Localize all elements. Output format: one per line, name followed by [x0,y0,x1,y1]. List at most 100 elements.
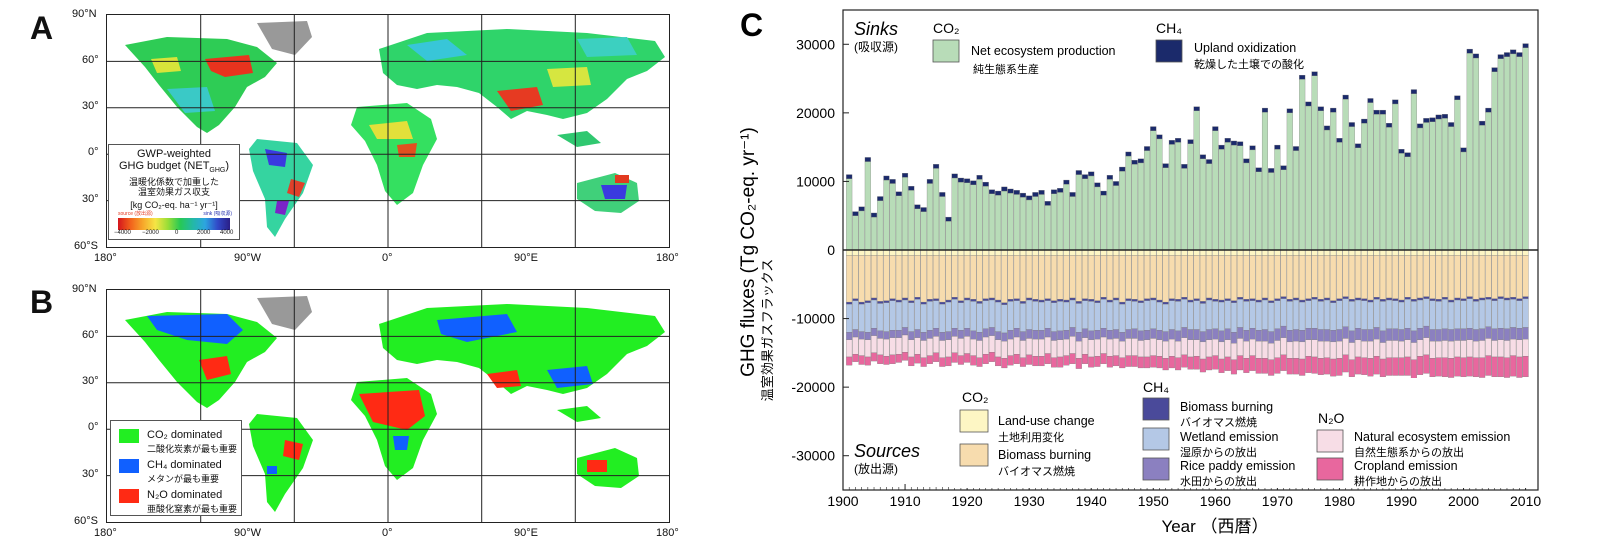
bar-1944-s7 [1113,338,1120,356]
bar-1974-s2 [1299,249,1306,256]
bar-2002-s0 [1472,57,1479,251]
bar-1910-s5 [902,299,909,328]
bar-1983-s1 [1355,143,1362,148]
bar-1912-s6 [914,329,921,338]
bar-1949-s6 [1144,330,1151,340]
bar-1998-s1 [1448,122,1455,127]
bar-1935-s0 [1057,192,1064,251]
legend-c-swatch-bb-ch4 [1142,397,1170,421]
bar-1943-s8 [1106,356,1113,368]
bar-1964-s8 [1237,355,1244,371]
map-a-se-asia [557,131,601,147]
bar-1949-s5 [1144,300,1151,331]
bar-1999-s7 [1454,340,1461,358]
bar-1940-s7 [1088,339,1095,358]
bar-1972-s7 [1286,341,1293,359]
bar-2000-s8 [1460,357,1467,378]
bar-1991-s5 [1404,299,1411,329]
bar-1905-s3 [871,255,878,299]
bar-1944-s1 [1113,181,1120,186]
bar-1982-s0 [1348,126,1355,251]
bar-1983-s8 [1355,356,1362,375]
bar-1933-s8 [1044,353,1051,364]
bar-1926-s5 [1001,304,1008,334]
bar-1979-s3 [1330,255,1337,301]
bar-1936-s4 [1063,299,1070,303]
legend-c-co2-head-bottom: CO₂ [962,389,988,405]
chart-c-ytick-label: 20000 [796,105,835,121]
bar-1929-s0 [1019,197,1026,251]
bar-1999-s6 [1454,328,1461,341]
bar-1976-s4 [1311,297,1318,300]
legend-b-label-ch4: CH₄ dominated [147,459,222,471]
bar-1937-s4 [1069,297,1076,301]
chart-c-sinks-label: Sinks [854,19,898,39]
bar-1960-s1 [1212,126,1219,131]
bar-1930-s3 [1026,255,1033,299]
bar-1958-s7 [1199,341,1206,360]
bar-1955-s3 [1181,255,1188,298]
bar-1905-s6 [871,328,878,336]
chart-c-ytick-label: 0 [827,242,835,258]
bar-1964-s0 [1237,145,1244,251]
bar-1912-s2 [914,249,921,256]
bar-1979-s7 [1330,341,1337,360]
map-b-lon-180e: 180° [656,527,679,539]
bar-1979-s5 [1330,302,1337,331]
bar-2006-s0 [1497,58,1504,251]
bar-1964-s6 [1237,327,1244,339]
bar-2000-s0 [1460,151,1467,251]
map-b-lat-0: 0° [88,421,99,433]
bar-1986-s4 [1373,297,1380,300]
bar-1999-s4 [1454,297,1461,301]
bar-1918-s3 [951,255,958,298]
bar-1938-s8 [1075,358,1082,369]
bar-1926-s4 [1001,302,1008,306]
bar-1955-s5 [1181,299,1188,328]
bar-1951-s8 [1156,356,1163,369]
bar-1966-s0 [1249,149,1256,251]
map-b-lat-90n: 90°N [72,283,97,295]
bar-1911-s4 [908,300,915,303]
chart-c-xtick-label: 1980 [1324,493,1355,509]
bar-1929-s4 [1019,301,1026,304]
bar-1971-s8 [1280,354,1287,371]
bar-1935-s6 [1057,330,1064,340]
bar-1965-s1 [1243,158,1250,164]
bar-2004-s5 [1485,299,1492,327]
bar-1975-s4 [1305,298,1312,301]
bar-2004-s8 [1485,355,1492,376]
bar-1911-s0 [908,190,915,251]
bar-1964-s5 [1237,299,1244,328]
bar-2007-s1 [1503,52,1510,57]
bar-1947-s3 [1131,255,1138,300]
bar-2010-s5 [1522,298,1529,328]
bar-1930-s0 [1026,199,1033,251]
bar-1934-s1 [1050,189,1057,194]
bar-1909-s1 [895,191,902,196]
bar-1924-s4 [988,297,995,301]
bar-1945-s4 [1119,301,1126,305]
bar-1973-s2 [1292,249,1300,256]
bar-1902-s6 [852,329,859,338]
bar-1958-s5 [1199,303,1206,332]
legend-c-swatch-cropland [1316,457,1344,481]
legend-a-tick-1: −2000 [142,230,159,237]
bar-1942-s3 [1100,255,1107,298]
bar-1973-s5 [1292,299,1300,330]
bar-1913-s7 [920,340,927,358]
bar-1972-s0 [1286,112,1293,251]
bar-1975-s5 [1305,300,1312,329]
legend-a: GWP-weighted GHG budget (NETGHG) 温暖化係数で加… [108,144,240,240]
bar-1945-s6 [1119,332,1126,342]
bar-1959-s7 [1206,339,1213,358]
map-a-lat-60: 60° [82,54,99,66]
bar-1915-s0 [933,168,940,251]
bar-1986-s5 [1373,299,1380,328]
bar-1954-s2 [1175,249,1182,256]
bar-1979-s6 [1330,330,1337,343]
bar-1956-s4 [1187,299,1194,303]
bar-1971-s4 [1280,296,1287,299]
bar-1974-s0 [1299,79,1306,251]
bar-1929-s5 [1019,303,1026,332]
